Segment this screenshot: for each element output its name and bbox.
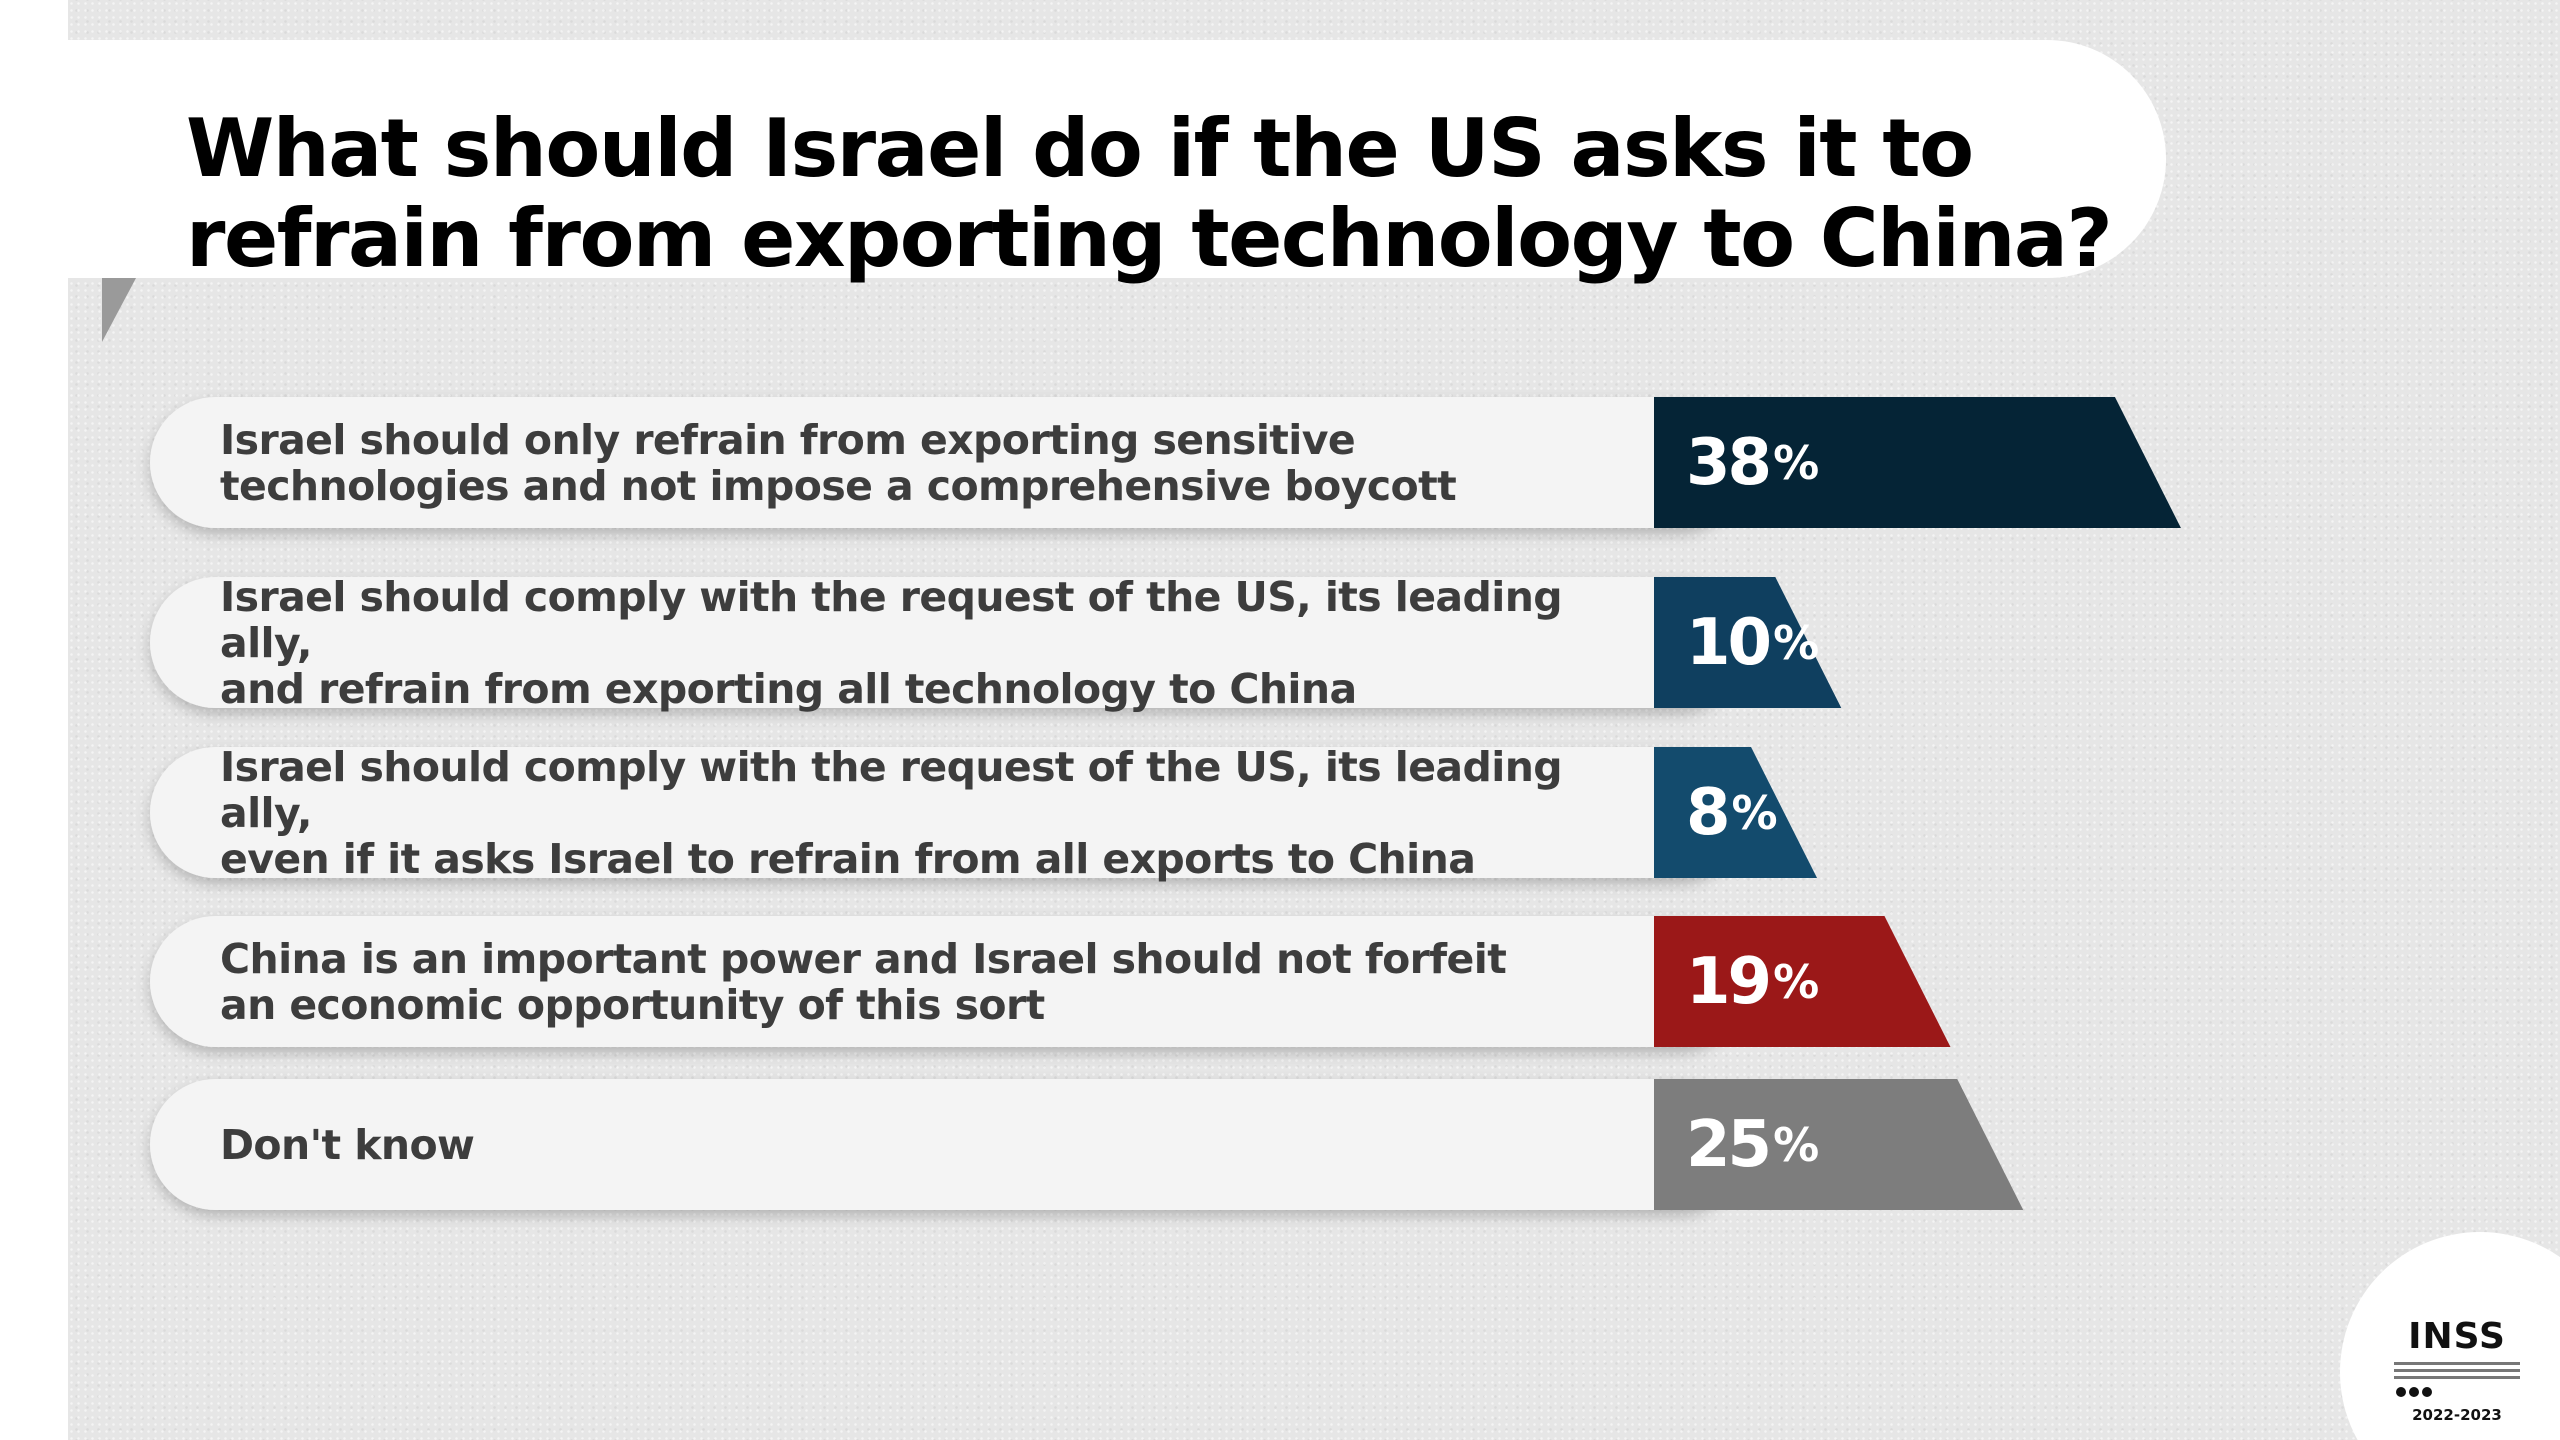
textured-background: What should Israel do if the US asks it … (68, 0, 2560, 1440)
value-label: 10% (1686, 577, 1819, 708)
category-label-line: China is an important power and Israel s… (220, 934, 1507, 983)
value-unit: % (1731, 785, 1778, 840)
bar (1654, 916, 1951, 1047)
category-label: Israel should comply with the request of… (220, 572, 1640, 712)
category-label-line: Don't know (220, 1120, 475, 1169)
bar (1654, 577, 1842, 708)
value-unit: % (1773, 615, 1820, 670)
category-label-line: Israel should comply with the request of… (220, 742, 1563, 837)
logo-social-icons (2396, 1387, 2432, 1397)
row-pill (150, 916, 1744, 1047)
category-label: Israel should comply with the request of… (220, 742, 1640, 882)
row-pill (150, 577, 1744, 708)
value-label: 38% (1686, 397, 1819, 528)
title-banner-fold (102, 278, 136, 342)
bar (1654, 397, 2181, 528)
logo-wordmark: INSS (2408, 1316, 2506, 1357)
value-label: 25% (1686, 1079, 1819, 1210)
value-number: 25 (1686, 1107, 1772, 1182)
value-number: 19 (1686, 944, 1772, 1019)
bar (1654, 1079, 2024, 1210)
value-unit: % (1773, 435, 1820, 490)
category-label-line: technologies and not impose a comprehens… (220, 461, 1457, 510)
category-label: China is an important power and Israel s… (220, 916, 1640, 1047)
category-label-line: even if it asks Israel to refrain from a… (220, 834, 1476, 883)
bar (1654, 747, 1818, 878)
category-label: Don't know (220, 1079, 1640, 1210)
value-unit: % (1773, 954, 1820, 1009)
value-number: 38 (1686, 425, 1772, 500)
logo-subtitle-lines (2394, 1362, 2520, 1384)
value-label: 8% (1686, 747, 1778, 878)
value-unit: % (1773, 1117, 1820, 1172)
inss-logo: INSS 2022-2023 (2382, 1318, 2532, 1430)
category-label-line: and refrain from exporting all technolog… (220, 664, 1357, 713)
value-number: 8 (1686, 775, 1730, 850)
row-pill (150, 397, 1744, 528)
category-label: Israel should only refrain from exportin… (220, 397, 1640, 528)
category-label-line: Israel should comply with the request of… (220, 572, 1563, 667)
row-pill (150, 1079, 1744, 1210)
value-label: 19% (1686, 916, 1819, 1047)
survey-years: 2022-2023 (2412, 1406, 2502, 1424)
chart-title: What should Israel do if the US asks it … (186, 102, 2113, 285)
value-number: 10 (1686, 605, 1772, 680)
category-label-line: Israel should only refrain from exportin… (220, 415, 1356, 464)
row-pill (150, 747, 1744, 878)
category-label-line: an economic opportunity of this sort (220, 980, 1045, 1029)
left-margin (0, 0, 68, 1440)
title-banner: What should Israel do if the US asks it … (68, 40, 2166, 284)
